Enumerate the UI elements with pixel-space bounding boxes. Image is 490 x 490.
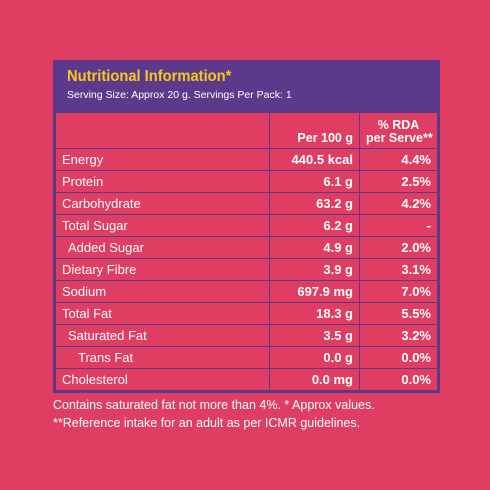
serving-size: Serving Size: Approx 20 g. Servings Per … (67, 89, 292, 101)
row-rda: 4.4% (359, 148, 438, 171)
row-name: Total Sugar (55, 214, 270, 237)
row-name: Total Fat (55, 302, 270, 325)
row-name: Saturated Fat (55, 324, 270, 347)
row-name: Carbohydrate (55, 192, 270, 215)
row-name: Added Sugar (55, 236, 270, 259)
row-rda: 2.5% (359, 170, 438, 193)
header-rda: % RDA per Serve** (359, 112, 438, 149)
row-rda: 2.0% (359, 236, 438, 259)
table-row: Total Fat 18.3 g 5.5% (55, 302, 438, 325)
row-rda: 0.0% (359, 368, 438, 391)
row-per100: 63.2 g (269, 192, 360, 215)
table-row: Sodium 697.9 mg 7.0% (55, 280, 438, 303)
panel-title: Nutritional Information* (67, 68, 232, 85)
table-row: Cholesterol 0.0 mg 0.0% (55, 368, 438, 391)
table-row: Energy 440.5 kcal 4.4% (55, 148, 438, 171)
row-per100: 4.9 g (269, 236, 360, 259)
table-row: Added Sugar 4.9 g 2.0% (55, 236, 438, 259)
header-per100: Per 100 g (269, 112, 360, 149)
row-rda: 3.1% (359, 258, 438, 281)
table-row: Saturated Fat 3.5 g 3.2% (55, 324, 438, 347)
row-name: Cholesterol (55, 368, 270, 391)
table-row: Trans Fat 0.0 g 0.0% (55, 346, 438, 369)
table-row: Protein 6.1 g 2.5% (55, 170, 438, 193)
row-name: Sodium (55, 280, 270, 303)
nutrition-table: Per 100 g % RDA per Serve** Energy 440.5… (55, 112, 438, 391)
nutrition-panel: Nutritional Information* Serving Size: A… (53, 60, 440, 393)
table-row: Carbohydrate 63.2 g 4.2% (55, 192, 438, 215)
row-per100: 697.9 mg (269, 280, 360, 303)
header-rda-line2: per Serve** (366, 130, 433, 145)
row-rda: 7.0% (359, 280, 438, 303)
header-blank (55, 112, 270, 149)
table-row: Dietary Fibre 3.9 g 3.1% (55, 258, 438, 281)
row-rda: - (359, 214, 438, 237)
row-rda: 3.2% (359, 324, 438, 347)
footnotes: Contains saturated fat not more than 4%.… (53, 396, 375, 432)
row-name: Trans Fat (55, 346, 270, 369)
row-per100: 0.0 g (269, 346, 360, 369)
row-name: Dietary Fibre (55, 258, 270, 281)
row-per100: 18.3 g (269, 302, 360, 325)
row-per100: 6.2 g (269, 214, 360, 237)
row-name: Energy (55, 148, 270, 171)
table-row: Total Sugar 6.2 g - (55, 214, 438, 237)
row-per100: 440.5 kcal (269, 148, 360, 171)
row-rda: 4.2% (359, 192, 438, 215)
panel-header: Nutritional Information* Serving Size: A… (55, 62, 438, 112)
row-per100: 6.1 g (269, 170, 360, 193)
row-per100: 3.5 g (269, 324, 360, 347)
table-header-row: Per 100 g % RDA per Serve** (55, 112, 438, 149)
row-rda: 5.5% (359, 302, 438, 325)
row-name: Protein (55, 170, 270, 193)
header-rda-line1: % RDA (377, 117, 420, 132)
footnote-line-2: **Reference intake for an adult as per I… (53, 416, 361, 430)
row-per100: 0.0 mg (269, 368, 360, 391)
footnote-line-1: Contains saturated fat not more than 4%.… (53, 398, 375, 412)
row-per100: 3.9 g (269, 258, 360, 281)
row-rda: 0.0% (359, 346, 438, 369)
